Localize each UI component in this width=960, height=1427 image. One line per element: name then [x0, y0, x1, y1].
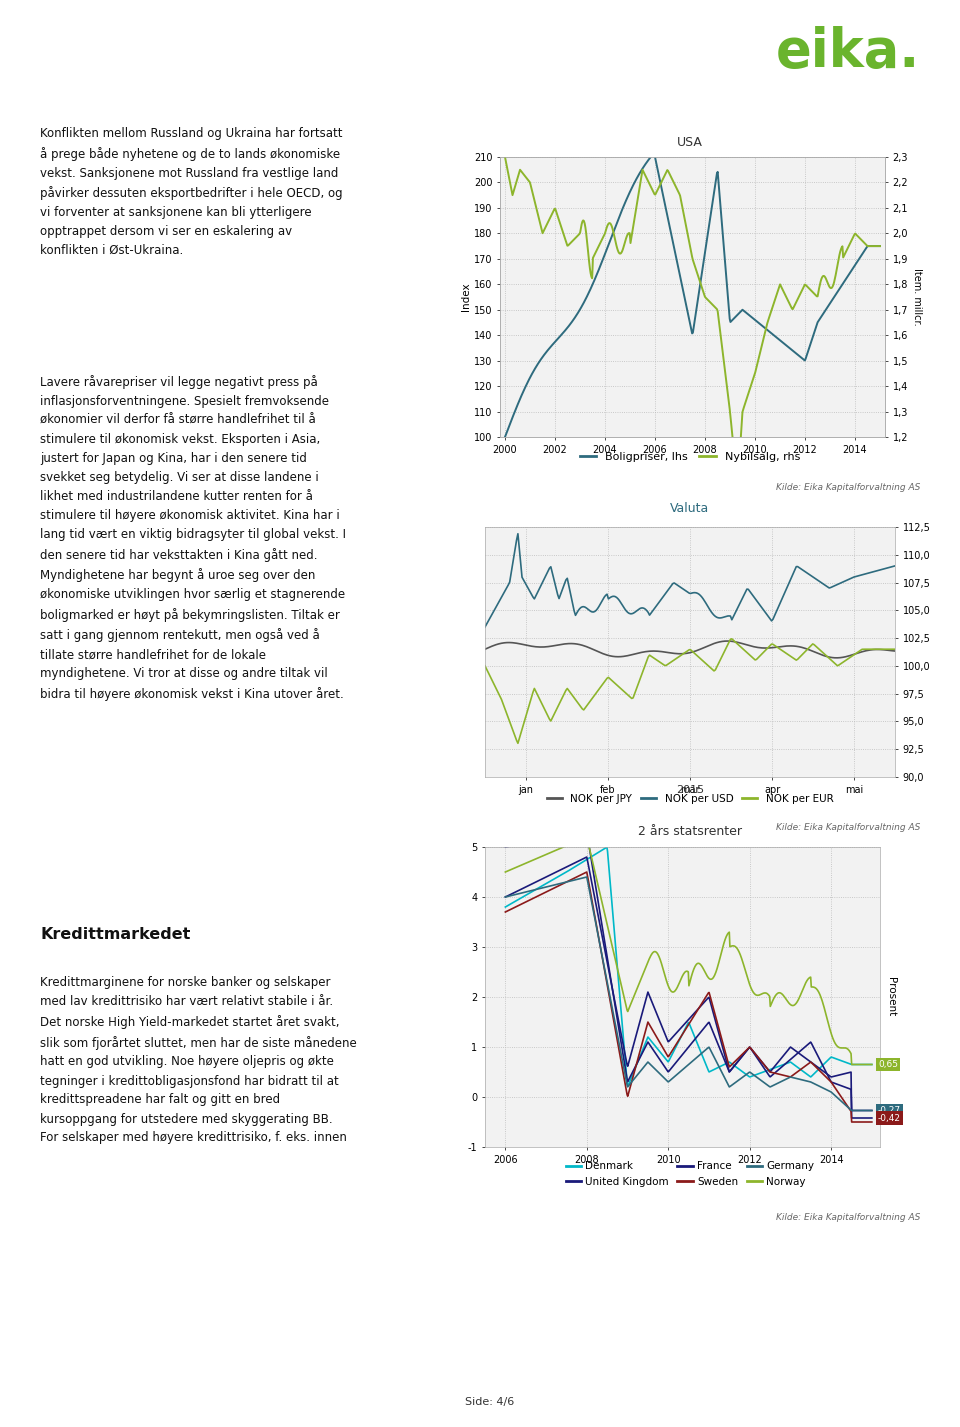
Legend: Boligpriser, lhs, Nybilsalg, rhs: Boligpriser, lhs, Nybilsalg, rhs: [575, 448, 804, 467]
Text: Konflikten mellom Russland og Ukraina har fortsatt
å prege både nyhetene og de t: Konflikten mellom Russland og Ukraina ha…: [40, 127, 343, 257]
Text: -0,42: -0,42: [878, 1113, 901, 1123]
Text: Kilde: Eika Kapitalforvaltning AS: Kilde: Eika Kapitalforvaltning AS: [776, 1213, 921, 1222]
Text: Side: 4/6: Side: 4/6: [466, 1397, 515, 1407]
Text: Kilde: Eika Kapitalforvaltning AS: Kilde: Eika Kapitalforvaltning AS: [776, 482, 921, 491]
Text: 2015: 2015: [676, 785, 704, 795]
Text: Valuta: Valuta: [670, 501, 709, 515]
Text: Kredittmarginene for norske banker og selskaper
med lav kredittrisiko har vært r: Kredittmarginene for norske banker og se…: [40, 976, 357, 1144]
Text: eika.: eika.: [776, 26, 920, 78]
Text: Kilde: Eika Kapitalforvaltning AS: Kilde: Eika Kapitalforvaltning AS: [776, 823, 921, 832]
Y-axis label: Prosent: Prosent: [885, 977, 896, 1016]
Text: 2 års statsrenter: 2 års statsrenter: [638, 825, 742, 838]
Legend: NOK per JPY, NOK per USD, NOK per EUR: NOK per JPY, NOK per USD, NOK per EUR: [542, 789, 838, 808]
Text: USA: USA: [677, 137, 703, 150]
Text: 0,65: 0,65: [878, 1060, 898, 1069]
Y-axis label: Item. millcr.: Item. millcr.: [912, 268, 923, 325]
Text: -0,27: -0,27: [878, 1106, 901, 1114]
Text: Lavere råvarepriser vil legge negativt press på
inflasjonsforventningene. Spesie: Lavere råvarepriser vil legge negativt p…: [40, 375, 346, 701]
Text: Kredittmarkedet: Kredittmarkedet: [40, 926, 190, 942]
Legend: Denmark, United Kingdom, France, Sweden, Germany, Norway: Denmark, United Kingdom, France, Sweden,…: [562, 1157, 819, 1190]
Y-axis label: Index: Index: [461, 283, 471, 311]
